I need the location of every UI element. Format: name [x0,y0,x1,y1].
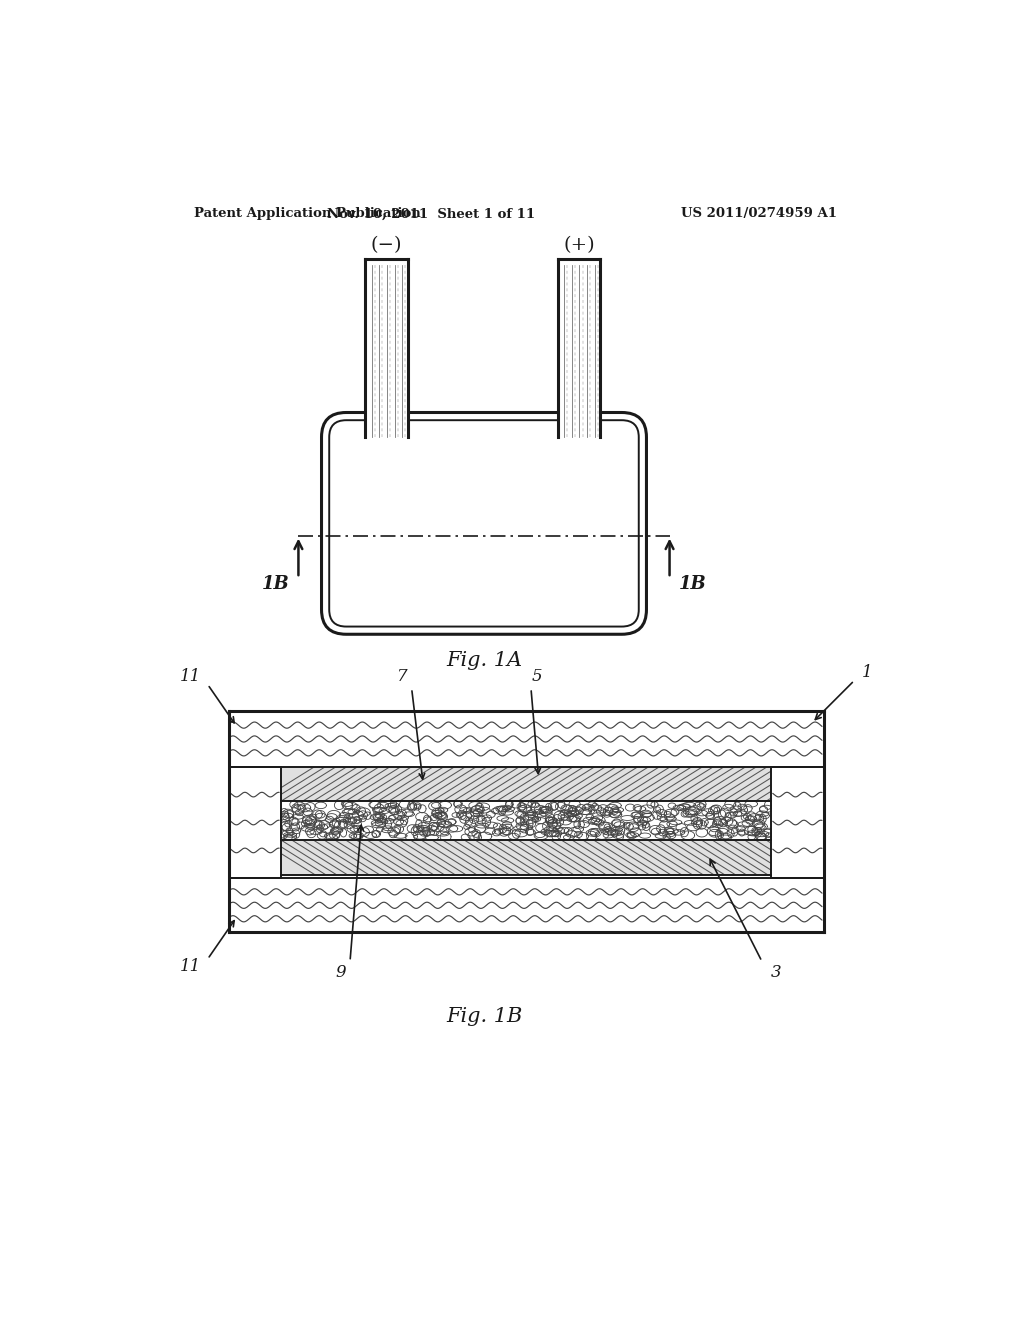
Text: 11: 11 [180,668,202,685]
Text: 1: 1 [862,664,872,681]
Bar [229,767,281,878]
Text: 1B: 1B [679,576,707,593]
Text: Patent Application Publication: Patent Application Publication [194,207,421,220]
Bar [281,767,771,801]
Text: 3: 3 [771,964,782,981]
Text: 5: 5 [531,668,543,685]
Text: Fig. 1A: Fig. 1A [446,651,523,671]
Bar [229,711,823,767]
Bar [229,711,823,767]
Text: 11: 11 [180,958,202,975]
FancyBboxPatch shape [322,412,646,635]
Bar [229,878,823,932]
Text: Nov. 10, 2011  Sheet 1 of 11: Nov. 10, 2011 Sheet 1 of 11 [327,207,535,220]
Text: US 2011/0274959 A1: US 2011/0274959 A1 [681,207,837,220]
Bar [281,840,771,875]
Bar [771,767,823,878]
Text: (+): (+) [563,236,595,253]
Text: (−): (−) [371,236,402,253]
Bar [558,259,600,437]
Text: 9: 9 [336,964,346,981]
Bar [229,767,281,878]
Bar [771,767,823,878]
Bar [281,801,771,840]
Text: 1B: 1B [261,576,289,593]
Bar [229,878,823,932]
Bar [366,259,408,437]
Bar [281,767,771,801]
Text: 7: 7 [397,668,408,685]
Text: Fig. 1B: Fig. 1B [446,1007,523,1027]
Bar [281,840,771,875]
